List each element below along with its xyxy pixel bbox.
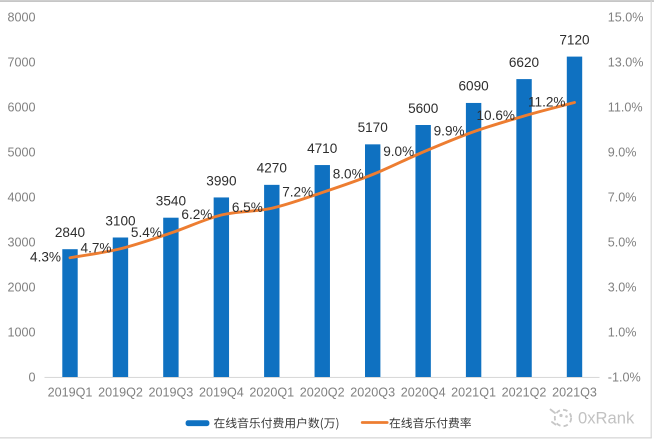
svg-text:9.9%: 9.9%	[434, 124, 465, 139]
svg-text:6000: 6000	[7, 101, 35, 115]
svg-text:0: 0	[28, 371, 35, 385]
svg-text:9.0%: 9.0%	[608, 146, 637, 160]
svg-text:5000: 5000	[7, 146, 35, 160]
svg-text:2020Q2: 2020Q2	[300, 386, 345, 400]
svg-text:4.3%: 4.3%	[30, 250, 61, 265]
svg-text:2021Q1: 2021Q1	[451, 386, 496, 400]
svg-text:3000: 3000	[7, 236, 35, 250]
svg-text:2021Q3: 2021Q3	[552, 386, 597, 400]
svg-text:2021Q2: 2021Q2	[502, 386, 547, 400]
svg-text:3.0%: 3.0%	[608, 281, 637, 295]
svg-text:2840: 2840	[55, 225, 86, 240]
svg-text:3990: 3990	[206, 173, 237, 188]
svg-text:7.2%: 7.2%	[282, 184, 313, 199]
svg-text:2020Q1: 2020Q1	[249, 386, 294, 400]
svg-text:9.0%: 9.0%	[383, 144, 414, 159]
svg-text:7120: 7120	[559, 32, 590, 47]
svg-text:6.5%: 6.5%	[232, 200, 263, 215]
svg-text:1.0%: 1.0%	[608, 326, 637, 340]
svg-text:3540: 3540	[156, 194, 187, 209]
svg-text:2020Q4: 2020Q4	[401, 386, 446, 400]
svg-text:2019Q2: 2019Q2	[98, 386, 143, 400]
svg-text:-1.0%: -1.0%	[608, 371, 641, 385]
svg-text:4000: 4000	[7, 191, 35, 205]
svg-text:11.0%: 11.0%	[608, 101, 643, 115]
svg-text:13.0%: 13.0%	[608, 56, 644, 70]
svg-text:2020Q3: 2020Q3	[350, 386, 395, 400]
svg-text:0xRank: 0xRank	[578, 409, 635, 428]
svg-text:8000: 8000	[7, 11, 35, 25]
svg-text:8.0%: 8.0%	[333, 166, 364, 181]
svg-text:1000: 1000	[7, 326, 35, 340]
svg-text:4.7%: 4.7%	[81, 241, 112, 256]
svg-text:10.6%: 10.6%	[476, 108, 515, 123]
svg-text:7000: 7000	[7, 56, 35, 70]
svg-text:15.0%: 15.0%	[608, 11, 644, 25]
svg-text:2000: 2000	[7, 281, 35, 295]
svg-text:4710: 4710	[307, 141, 338, 156]
svg-text:6090: 6090	[458, 79, 489, 94]
svg-text:2019Q1: 2019Q1	[48, 386, 93, 400]
svg-text:2019Q3: 2019Q3	[148, 386, 193, 400]
svg-text:6.2%: 6.2%	[181, 207, 212, 222]
svg-text:5600: 5600	[408, 101, 439, 116]
svg-text:11.2%: 11.2%	[528, 94, 566, 109]
svg-text:2019Q4: 2019Q4	[199, 386, 244, 400]
svg-text:5.4%: 5.4%	[131, 225, 162, 240]
svg-text:5.0%: 5.0%	[608, 236, 637, 250]
svg-text:5170: 5170	[358, 120, 389, 135]
svg-text:3100: 3100	[105, 213, 136, 228]
svg-text:4270: 4270	[257, 161, 288, 176]
svg-text:7.0%: 7.0%	[608, 191, 637, 205]
svg-text:6620: 6620	[509, 55, 540, 70]
